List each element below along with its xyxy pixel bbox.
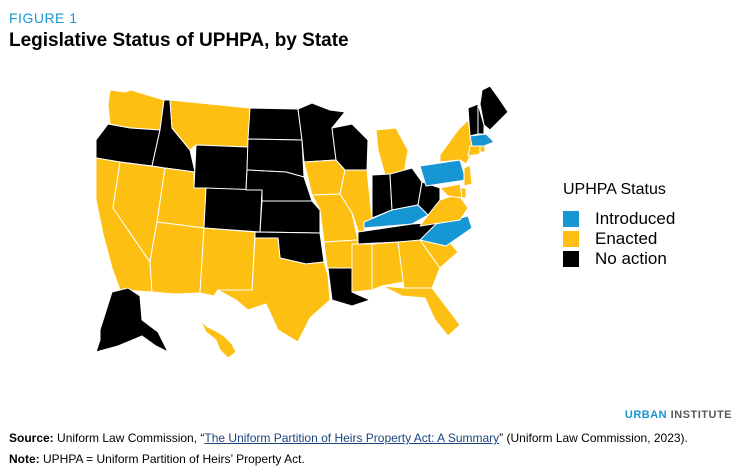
state-ND	[247, 107, 303, 141]
state-AZ	[149, 221, 205, 295]
legend-item-enacted: Enacted	[563, 229, 675, 249]
legend-item-introduced: Introduced	[563, 209, 675, 229]
source-text-after: ” (Uniform Law Commission, 2023).	[499, 431, 688, 445]
state-VT	[467, 103, 479, 137]
state-MD	[439, 183, 463, 199]
brand-urban: URBAN	[624, 409, 668, 421]
source-line: Source: Uniform Law Commission, “The Uni…	[9, 431, 734, 445]
state-GA	[397, 239, 441, 289]
state-IA	[303, 159, 346, 196]
note-text: UPHPA = Uniform Partition of Heirs’ Prop…	[39, 452, 305, 466]
legend-swatch-enacted	[563, 231, 579, 247]
figure-label: FIGURE 1	[9, 10, 78, 26]
state-ME	[479, 85, 509, 131]
state-TX	[217, 237, 331, 343]
source-text-before: Uniform Law Commission, “	[53, 431, 205, 445]
state-NM	[199, 227, 256, 297]
state-AL	[371, 241, 405, 291]
state-NC	[419, 215, 473, 247]
state-OH	[389, 167, 423, 211]
legend-label-no-action: No action	[595, 249, 667, 268]
source-label: Source:	[9, 431, 54, 445]
state-NY	[439, 119, 475, 165]
brand-institute: INSTITUTE	[667, 409, 732, 421]
state-CO	[203, 187, 263, 233]
state-WA	[107, 89, 165, 131]
state-WY	[193, 144, 249, 191]
figure-title: Legislative Status of UPHPA, by State	[9, 30, 349, 51]
legend-swatch-introduced	[563, 211, 579, 227]
state-MI	[375, 127, 409, 176]
legend-swatch-no-action	[563, 251, 579, 267]
legend-label-enacted: Enacted	[595, 229, 658, 248]
state-KS	[259, 200, 321, 234]
state-AK	[95, 287, 169, 353]
state-MA	[469, 133, 495, 147]
source-link[interactable]: The Uniform Partition of Heirs Property …	[204, 431, 500, 445]
state-WV	[417, 181, 441, 216]
legend-label-introduced: Introduced	[595, 209, 676, 228]
note-line: Note: UPHPA = Uniform Partition of Heirs…	[9, 452, 305, 466]
state-MS	[351, 243, 373, 293]
urban-institute-logo: URBAN INSTITUTE	[625, 409, 732, 421]
note-label: Note:	[9, 452, 40, 466]
legend-item-no-action: No action	[563, 249, 675, 269]
state-NJ	[463, 164, 473, 187]
state-PA	[419, 159, 467, 187]
state-RI	[479, 145, 486, 153]
state-HI	[199, 319, 237, 359]
map-legend: UPHPA Status Introduced Enacted No actio…	[563, 181, 675, 269]
legend-title: UPHPA Status	[563, 181, 666, 198]
state-FL	[381, 285, 461, 337]
state-CT	[467, 145, 481, 157]
